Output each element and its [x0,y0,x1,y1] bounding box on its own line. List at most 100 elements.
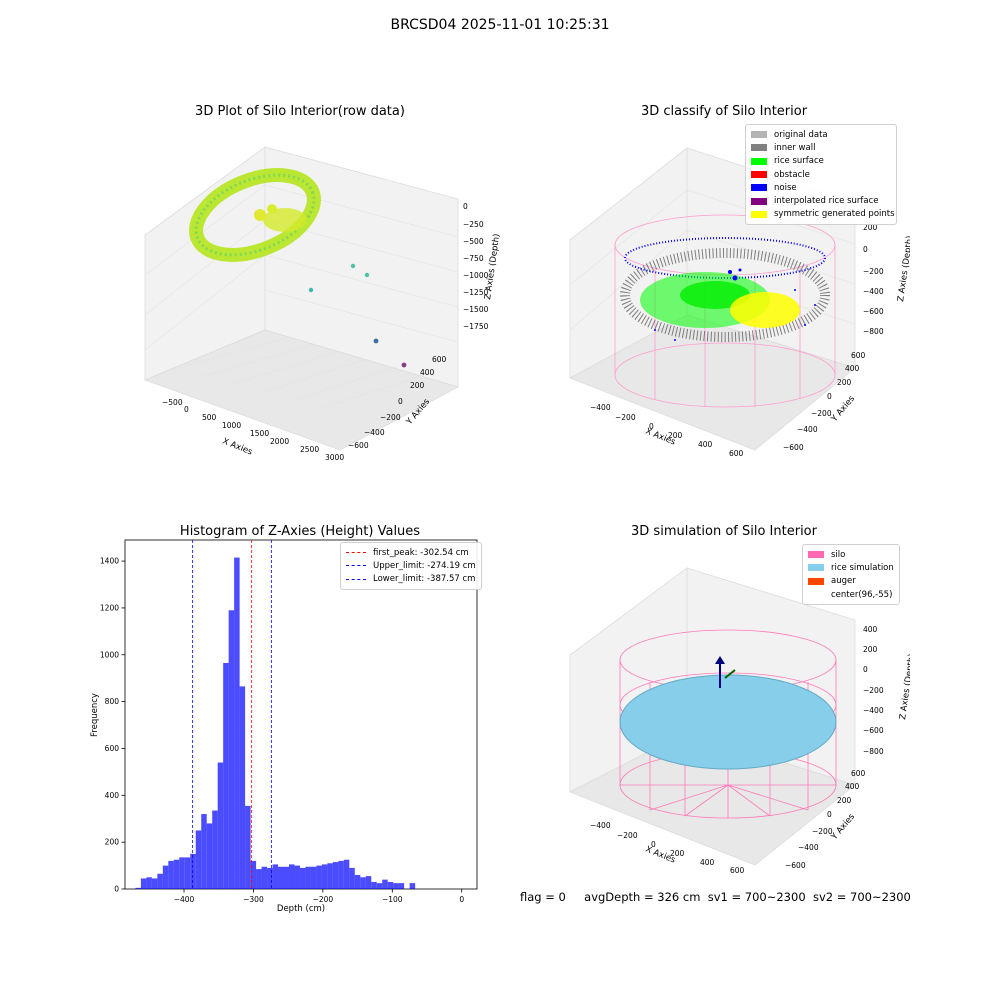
y-tick: −600 [783,443,804,452]
figure-title: BRCSD04 2025-11-01 10:25:31 [390,17,610,33]
x-tick-label: 0 [459,895,464,904]
x-tick: −400 [590,403,611,412]
z-tick: −200 [863,686,884,695]
classify-y-ticks: −600 −400 −200 0 200 400 600 [783,351,866,452]
legend-label: original data [774,129,828,140]
legend-label: inner wall [774,142,816,153]
plot-frame [124,539,478,890]
histogram-bar [201,814,207,889]
legend-swatch [751,197,767,205]
raw-x-label: X Axies [221,437,254,458]
histogram-bar [376,883,383,889]
z-tick: −1500 [463,305,489,314]
x-tick: −200 [617,831,638,840]
histogram-bar [140,878,147,889]
simulation-panel-title: 3D simulation of Silo Interior [631,524,817,539]
histogram-bar [332,862,339,889]
histogram-bar [343,859,350,889]
histogram-bar [371,881,377,889]
x-tick: 2000 [270,437,289,446]
y-tick: −600 [785,861,806,870]
histogram-bar [354,874,361,889]
x-tick: −500 [162,398,183,407]
z-tick: −800 [863,747,884,756]
z-tick: −1000 [463,271,489,280]
raw-z-ticks: 0 −250 −500 −750 −1000 −1250 −1500 −1750 [463,202,489,331]
outlier-point [350,263,356,269]
raw-x-ticks: −500 0 500 1000 1500 2000 2500 3000 [162,398,344,462]
legend-entry: auger [808,575,894,588]
histogram-bar [360,877,366,889]
y-tick: 400 [420,368,435,377]
x-tick-label: −400 [174,895,195,904]
histogram-title: Histogram of Z-Axies (Height) Values [179,524,421,539]
y-tick-label: 800 [105,697,120,706]
legend-entry: center(96,-55) [808,588,894,601]
z-tick: −400 [863,287,884,296]
legend-entry: rice surface [751,155,891,168]
classify-panel-title: 3D classify of Silo Interior [640,104,808,119]
histogram-bar [398,883,405,889]
histogram-bar [146,877,152,889]
inner-wall-points [620,248,830,342]
noise-points [654,268,816,341]
x-tick: 3000 [325,453,344,462]
histogram-bar [168,860,174,889]
legend-swatch [751,157,767,165]
sv2-text: sv2 = 700~2300 [812,890,911,904]
legend-swatch [808,551,824,559]
z-tick: −500 [463,237,484,246]
z-tick: −750 [463,254,484,263]
histogram-bar [179,857,185,889]
y-tick: 600 [432,355,447,364]
legend-swatch [808,577,824,585]
classify-z-ticks: 200 0 −200 −400 −600 −800 [863,223,884,336]
sv1-text: sv1 = 700~2300 [707,890,806,904]
histogram-bar [173,859,180,889]
histogram-bar [316,865,322,889]
y-tick-label: 1000 [100,650,119,659]
y-tick: 200 [410,381,425,390]
y-tick: 0 [827,810,832,819]
y-tick: −600 [348,441,369,450]
y-tick: −400 [797,425,818,434]
simulation-legend: silo rice simulation auger center(96,-55… [802,544,900,606]
legend-line [346,565,366,567]
histogram-bar [278,866,284,889]
histogram-bar [409,883,416,889]
noise-ring [624,237,826,279]
raw-point-cloud [189,168,321,262]
histogram-bar [239,686,246,889]
legend-label: silo [831,549,846,560]
legend-swatch [808,591,824,599]
y-tick: −200 [380,413,401,422]
legend-entry: first_peak: -302.54 cm [346,546,476,559]
legend-swatch [751,144,767,152]
legend-swatch [751,171,767,179]
histogram-bar [135,887,141,889]
histogram-bar [157,873,163,889]
y-tick-label: 600 [105,744,120,753]
legend-swatch [751,184,767,192]
classify-legend: original data inner wall rice surface ob… [745,124,897,226]
histogram-bar [245,805,251,889]
x-tick: 0 [651,840,656,849]
histogram-bar [283,866,289,889]
legend-entry: symmetric generated points [751,208,895,221]
histogram-bar [387,881,394,889]
legend-entry: Upper_limit: -274.19 cm [346,559,476,572]
legend-entry: interpolated rice surface [751,194,891,207]
legend-entry: original data [751,128,891,141]
y-tick: 0 [398,397,403,406]
x-tick: 1500 [250,429,269,438]
histogram-bar [299,867,306,889]
raw-panel-title: 3D Plot of Silo Interior(row data) [195,104,405,119]
histogram-bar [349,867,355,889]
histogram-bar [261,866,268,889]
legend-label: obstacle [774,169,810,180]
legend-label: center(96,-55) [831,589,893,600]
histogram-bars [135,557,416,889]
histogram-chart: −400 −300 −200 −100 0 0 200 400 600 800 1000 1200 1… [90,539,478,914]
y-tick-label: 400 [105,791,120,800]
histogram-bar [256,869,262,889]
